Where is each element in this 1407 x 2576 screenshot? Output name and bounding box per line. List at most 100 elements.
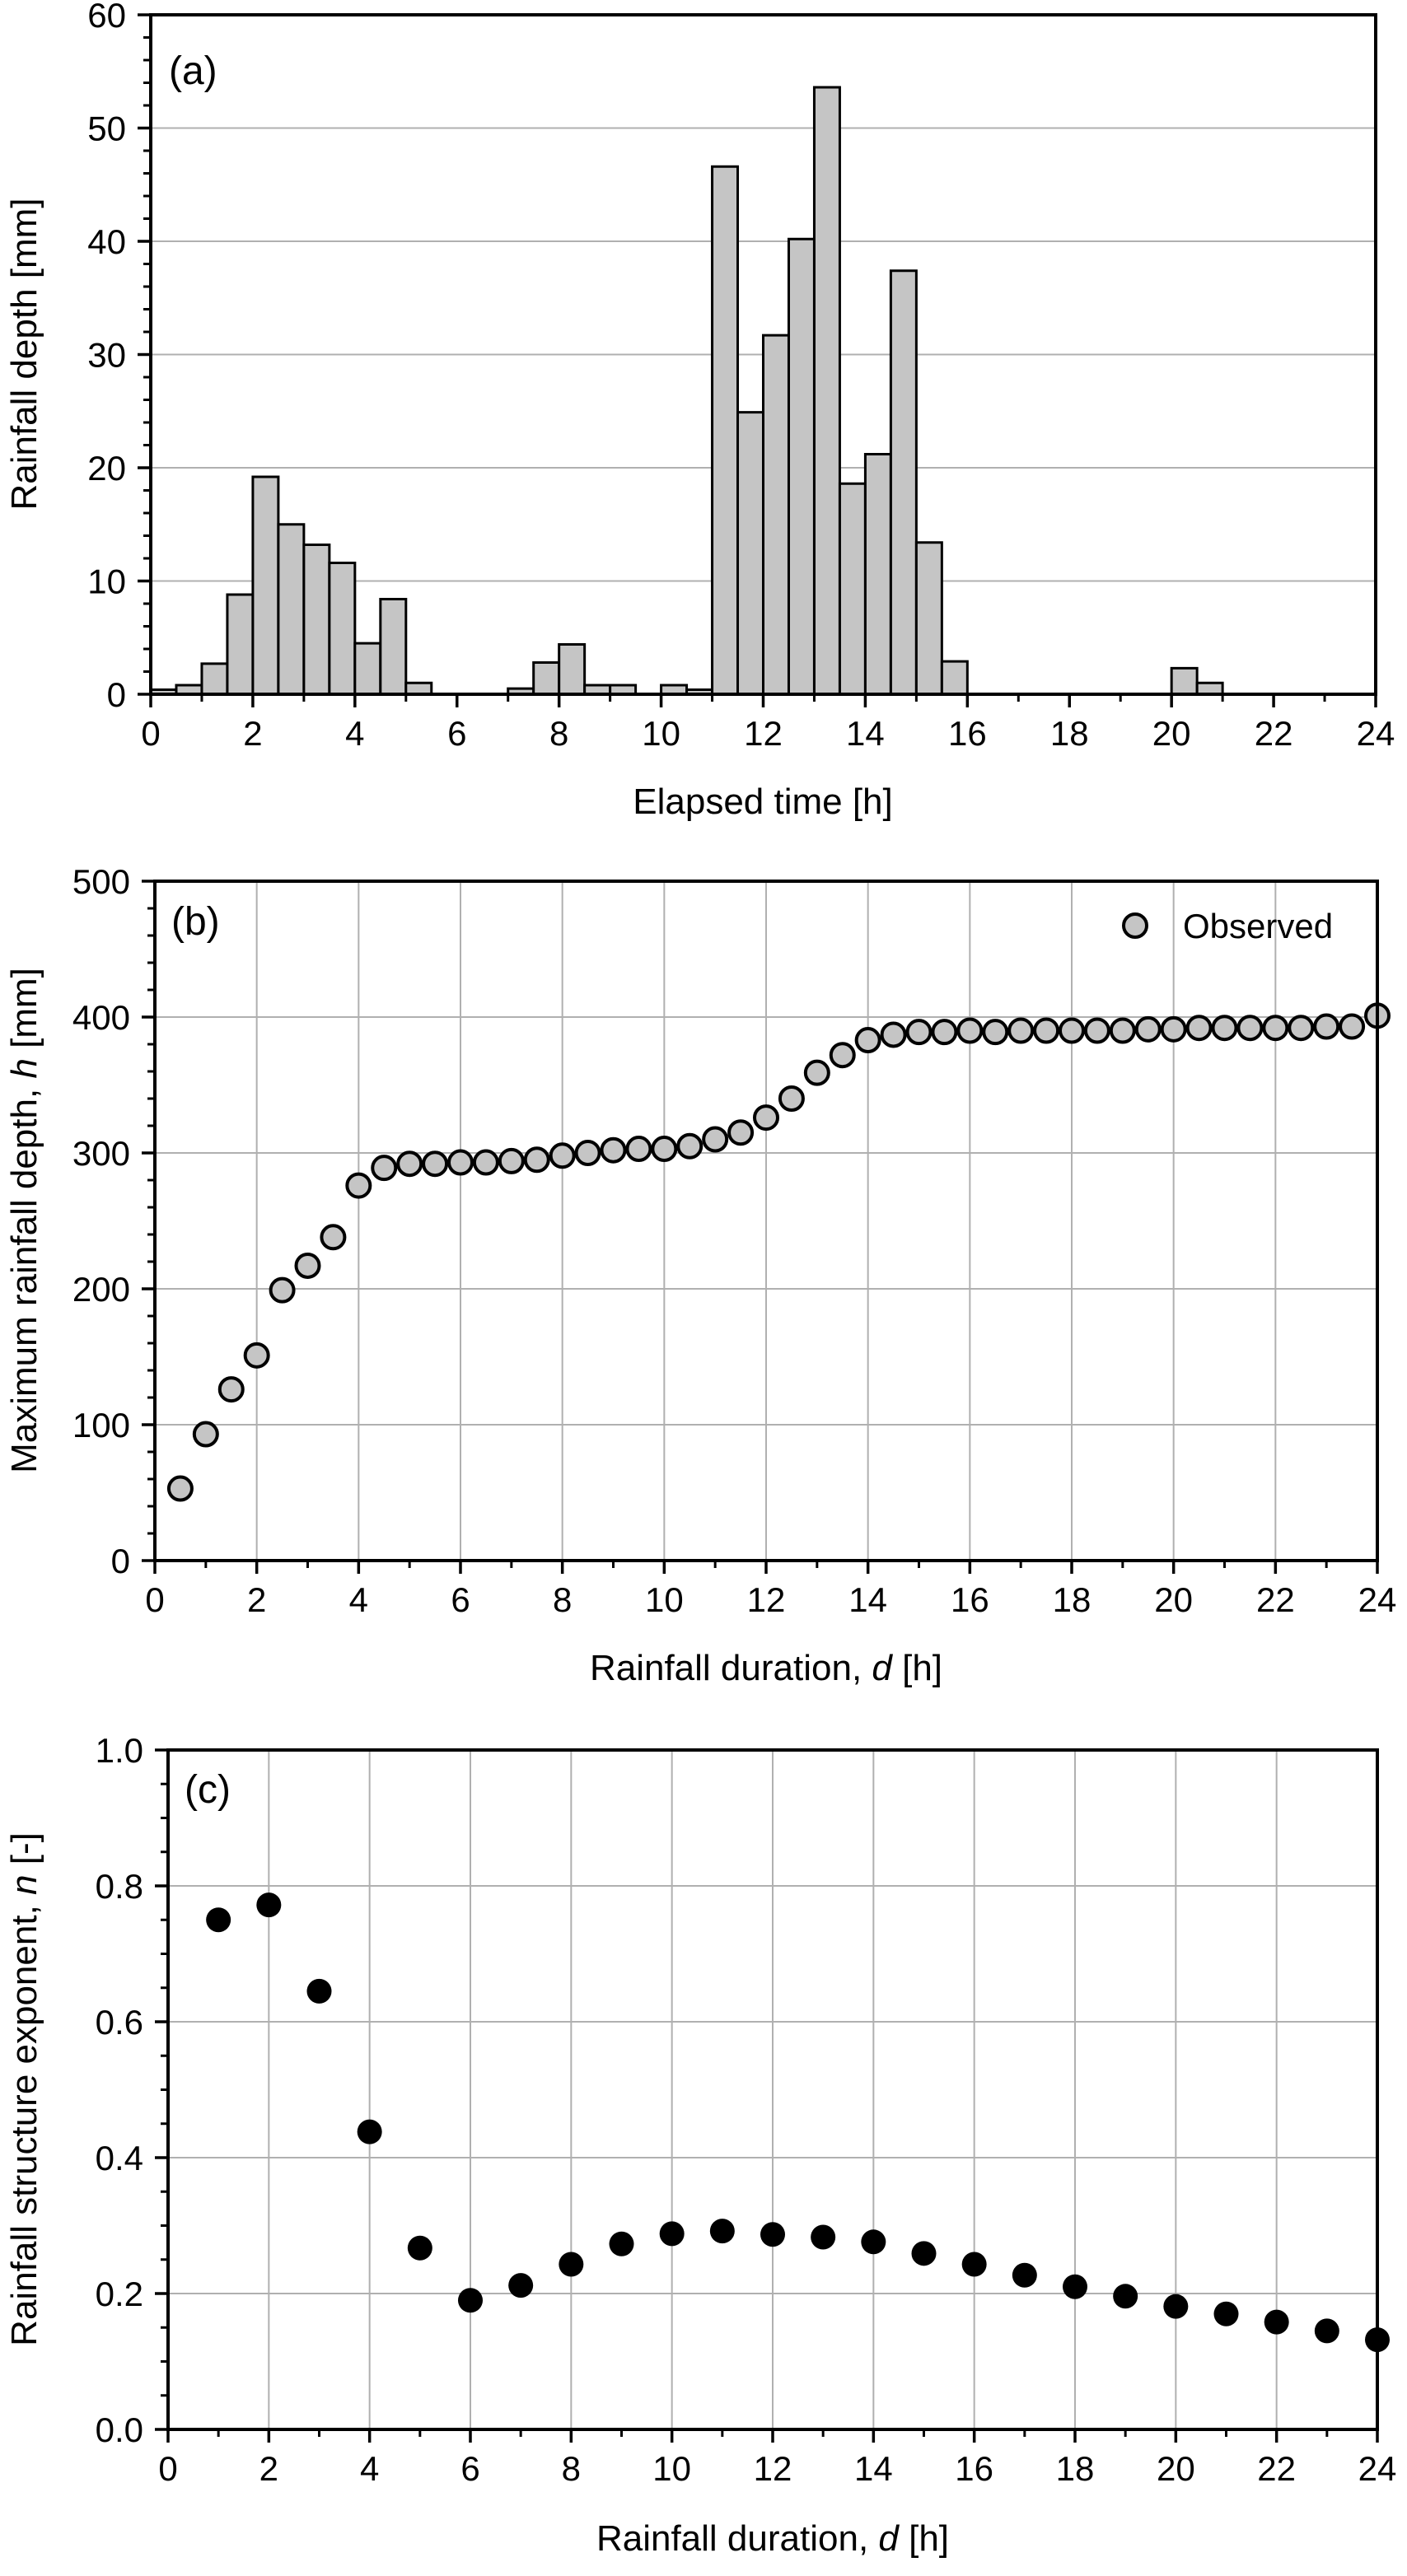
data-point [508, 2273, 534, 2298]
data-point [192, 1421, 219, 1448]
x-tick-label: 8 [562, 2449, 581, 2488]
bar [1195, 681, 1224, 696]
axis-title-part: Maximum rainfall depth, [4, 1079, 44, 1473]
data-point [371, 1155, 398, 1182]
x-tick-label: 22 [1255, 714, 1293, 753]
bar [532, 661, 561, 696]
x-tick-label: 4 [345, 714, 364, 753]
data-point [1109, 1017, 1136, 1044]
x-tick-label: 24 [1358, 1580, 1397, 1619]
bar [914, 541, 943, 696]
data-point [760, 2222, 785, 2247]
legend: Observed [1122, 907, 1333, 945]
data-points [166, 1002, 1391, 1502]
x-tick-label: 20 [1152, 714, 1191, 753]
data-point [600, 1136, 627, 1164]
data-point [217, 1376, 245, 1403]
axis-title-part: Rainfall duration, [590, 1648, 872, 1688]
x-tick-label: 6 [460, 2449, 479, 2488]
data-point [1313, 1013, 1340, 1040]
bar [558, 643, 587, 696]
data-point [256, 1892, 282, 1918]
data-point [447, 1149, 474, 1176]
y-tick-label: 0.4 [96, 2139, 143, 2177]
tick-labels: 0 2 4 6 8 10 12 14 16 18 20 22 240.00.20.40.60.81.0 [96, 1731, 1397, 2488]
x-tick-label: 14 [854, 2449, 893, 2488]
panel-a: 0 2 4 6 8 10 12 14 16 18 20 22 24 0 10 20 30 40 50 60 (a) E… [0, 0, 1407, 859]
x-tick-label: 18 [1050, 714, 1089, 753]
data-point [1007, 1017, 1035, 1044]
axis-ticks [138, 13, 1377, 707]
x-tick-label: 4 [360, 2449, 379, 2488]
data-point [523, 1146, 550, 1174]
bar [838, 482, 867, 696]
axis-title-part: Rainfall duration, [596, 2518, 878, 2559]
bar [1170, 666, 1199, 696]
x-tick-label: 12 [754, 2449, 792, 2488]
data-point [676, 1132, 704, 1160]
y-tick-label: 0.2 [96, 2275, 143, 2313]
data-point [1163, 2294, 1189, 2319]
data-point [458, 2288, 483, 2313]
data-point [659, 2221, 685, 2247]
data-point [549, 1142, 576, 1169]
x-tick-label: 14 [846, 714, 885, 753]
y-tick-label: 500 [72, 862, 130, 901]
data-point [1213, 2301, 1239, 2326]
y-tick-label: 0.8 [96, 1867, 143, 1906]
data-point [345, 1172, 372, 1199]
panel-b-x-axis-title: Rainfall duration, d [h] [590, 1648, 942, 1688]
data-point [1134, 1015, 1162, 1043]
x-tick-label: 20 [1157, 2449, 1195, 2488]
data-point [702, 1126, 729, 1153]
x-tick-label: 18 [1053, 1580, 1091, 1619]
panel-b-label: (b) [171, 900, 220, 944]
data-point [396, 1150, 423, 1178]
data-point [861, 2229, 886, 2255]
x-tick-label: 18 [1056, 2449, 1095, 2488]
data-point [1314, 2318, 1339, 2344]
legend-marker-icon [1122, 912, 1148, 939]
gridlines [168, 1750, 1377, 2429]
x-tick-label: 0 [145, 1580, 164, 1619]
x-tick-label: 2 [259, 2449, 278, 2488]
data-point [1262, 1015, 1289, 1042]
data-point [166, 1475, 194, 1502]
panel-c: 0 2 4 6 8 10 12 14 16 18 20 22 24 0.0 0.2 0.4 0.6 0.8 1.0 … [0, 1718, 1407, 2576]
x-tick-label: 12 [744, 714, 783, 753]
panel-c-plot: 0 2 4 6 8 10 12 14 16 18 20 22 240.00.20.40.60.81.0 [96, 1731, 1397, 2488]
x-tick-label: 4 [349, 1580, 368, 1619]
bar [762, 334, 790, 696]
axis-title-part: [h] [899, 2518, 949, 2559]
data-point [1059, 1017, 1085, 1044]
x-tick-label: 22 [1257, 2449, 1296, 2488]
panel-c-label: (c) [185, 1768, 231, 1812]
x-tick-label: 12 [747, 1580, 786, 1619]
bar [379, 598, 408, 696]
data-point [574, 1140, 601, 1166]
bar [200, 662, 229, 696]
bar [889, 269, 918, 696]
data-point [269, 1276, 296, 1304]
data-point [811, 2224, 836, 2250]
data-point [1063, 2274, 1087, 2299]
panel-a-x-axis-title: Elapsed time [h] [633, 782, 893, 822]
data-point [294, 1252, 321, 1279]
bar [328, 562, 357, 696]
legend-label: Observed [1183, 907, 1333, 945]
x-tick-label: 20 [1154, 1580, 1193, 1619]
x-tick-label: 10 [652, 2449, 691, 2488]
panel-b-y-axis-title: Maximum rainfall depth, h [mm] [4, 968, 44, 1473]
y-tick-label: 400 [72, 998, 130, 1037]
data-point [609, 2231, 634, 2256]
panel-b: 0 2 4 6 8 10 12 14 16 18 20 22 24 0 100 200 300 400 500 (b… [0, 859, 1407, 1718]
x-tick-label: 6 [447, 714, 466, 753]
axis-title-part: Rainfall structure exponent, [4, 1895, 44, 2346]
data-point [1236, 1015, 1264, 1042]
bar [787, 237, 816, 696]
panel-a-label: (a) [169, 49, 217, 93]
x-tick-label: 16 [951, 1580, 989, 1619]
y-tick-label: 0 [107, 675, 126, 714]
